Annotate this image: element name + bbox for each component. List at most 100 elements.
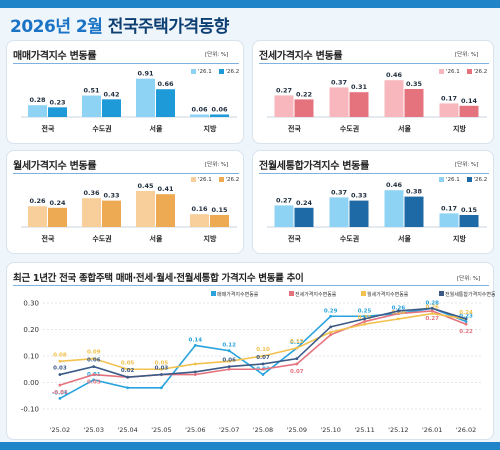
wolse-unit: [단위: %] xyxy=(205,162,229,168)
series-data-label: 0.06 xyxy=(87,358,101,364)
trend-title: 최근 1년간 전국 종합주택 매매·전세·월세·전월세통합 가격지수 변동률 추… xyxy=(13,273,304,284)
bar-jeonse-0-0 xyxy=(274,95,294,117)
bar-value-label: 0.46 xyxy=(386,71,403,79)
sale-unit: [단위: %] xyxy=(205,52,229,58)
sale-bar-chart: 0.28 0.23 전국 0.51 0.42 수도권 0.910.66 서울 0.06 0.06 지… xyxy=(21,70,237,133)
series-point xyxy=(261,362,265,366)
series-point xyxy=(92,373,96,376)
trend-divider xyxy=(13,285,489,286)
bar-wolse-0-1 xyxy=(82,198,101,227)
series-point xyxy=(58,383,62,387)
bar-value-label: 0.14 xyxy=(461,97,478,105)
series-point xyxy=(227,367,231,371)
bar-value-label: 0.06 xyxy=(211,105,228,113)
bar-category-label: 서울 xyxy=(398,234,411,243)
series-data-label: 0.09 xyxy=(87,350,101,356)
wolse-legend: '26.1 '26.2 xyxy=(191,177,239,183)
bar-value-label: 0.42 xyxy=(103,90,119,98)
bar-sale-0-0 xyxy=(28,105,47,117)
series-point xyxy=(464,320,468,323)
bar-integrated-1-0 xyxy=(294,207,314,227)
bar-value-label: 0.15 xyxy=(461,206,478,214)
bar-integrated-1-2 xyxy=(404,196,424,227)
series-data-label: 0.03 xyxy=(87,380,101,386)
legend-label: '26.1 xyxy=(198,69,212,75)
panel-jeonse: 전세가격지수 변동률 [단위: %] '26.1 '26.2 0.27 0.22 전… xyxy=(252,40,494,144)
bar-category-label: 서울 xyxy=(398,124,411,133)
series-data-label: 0.25 xyxy=(358,308,372,314)
legend-swatch-26-1 xyxy=(191,177,196,182)
series-data-label: 0.05 xyxy=(121,360,135,366)
top-accent-bar xyxy=(0,0,500,8)
bar-value-label: 0.28 xyxy=(29,96,46,104)
series-data-label: 0.03 xyxy=(155,366,169,372)
series-data-label: 0.13 xyxy=(290,339,304,345)
series-point xyxy=(193,362,197,366)
x-tick-label: '25.12 xyxy=(388,426,408,434)
x-tick-label: '26.02 xyxy=(456,426,476,434)
series-data-label: 0.14 xyxy=(189,337,203,343)
bar-value-label: 0.17 xyxy=(441,204,457,212)
series-point xyxy=(295,362,299,366)
wolse-divider xyxy=(13,173,239,174)
bar-integrated-1-3 xyxy=(459,215,479,227)
bar-value-label: 0.24 xyxy=(296,199,313,207)
series-point xyxy=(92,378,96,382)
series-point xyxy=(329,333,333,337)
x-tick-label: '25.02 xyxy=(50,426,70,434)
series-data-label: 0.12 xyxy=(222,343,236,349)
series-data-label: 0.13 xyxy=(290,340,304,346)
bar-sale-0-2 xyxy=(136,78,155,117)
series-data-label: 0.22 xyxy=(459,329,473,335)
series-line-0 xyxy=(59,307,467,400)
series-data-label: 0.24 xyxy=(459,310,473,316)
legend-swatch xyxy=(361,291,366,296)
bar-wolse-1-3 xyxy=(210,215,229,227)
bar-jeonse-1-1 xyxy=(349,92,369,117)
series-point xyxy=(295,346,299,350)
series-point xyxy=(464,317,468,321)
sale-legend: '26.1 '26.2 xyxy=(191,69,239,75)
series-point xyxy=(227,349,231,353)
sale-title: 매매가격지수 변동률 xyxy=(13,51,97,62)
bar-category-label: 서울 xyxy=(150,234,163,243)
legend-swatch-26-2 xyxy=(466,69,472,74)
legend-swatch-26-2 xyxy=(218,177,224,182)
legend-swatch-26-2 xyxy=(466,177,472,182)
title-year: 2026년 2월 xyxy=(10,17,103,37)
integrated-bar-chart: 0.27 0.24 전국 0.37 0.33 수도권 0.460.38 서울 0.17 0.15 지… xyxy=(267,181,487,243)
series-data-label: 0.02 xyxy=(121,368,135,374)
series-point xyxy=(329,314,333,318)
bar-sale-1-1 xyxy=(102,99,121,117)
series-data-label: 0.06 xyxy=(222,358,236,364)
series-data-label: -0.06 xyxy=(52,390,68,396)
x-tick-label: '25.03 xyxy=(84,426,104,434)
y-tick-label: 0.10 xyxy=(23,353,39,361)
jeonse-bar-chart: 0.27 0.22 전국 0.37 0.31 수도권 0.460.35 서울 0.17 0.14 지… xyxy=(267,71,487,133)
legend-swatch xyxy=(289,291,294,296)
bar-value-label: 0.31 xyxy=(351,83,368,91)
bar-wolse-0-3 xyxy=(190,214,209,227)
series-point xyxy=(126,375,130,379)
x-tick-label: '25.04 xyxy=(117,426,137,434)
series-point xyxy=(92,365,96,368)
bar-integrated-1-1 xyxy=(349,200,369,227)
bar-value-label: 0.41 xyxy=(157,185,174,193)
series-point xyxy=(193,370,197,374)
bar-sale-0-3 xyxy=(190,114,209,117)
bar-value-label: 0.33 xyxy=(351,192,367,200)
bar-integrated-0-0 xyxy=(274,205,294,227)
bar-wolse-0-2 xyxy=(136,191,155,227)
wolse-title: 월세가격지수 변동률 xyxy=(13,161,97,172)
series-point xyxy=(430,306,434,310)
series-point xyxy=(329,325,333,329)
legend-swatch xyxy=(211,291,216,296)
series-point xyxy=(261,373,265,376)
bar-jeonse-0-2 xyxy=(384,80,404,117)
panel-wolse: 월세가격지수 변동률 [단위: %] '26.1 '26.2 0.26 0.24 전… xyxy=(6,150,244,254)
bar-value-label: 0.35 xyxy=(406,80,423,88)
series-point xyxy=(193,373,197,376)
series-point xyxy=(160,386,163,390)
legend-swatch-26-2 xyxy=(218,69,224,74)
bar-value-label: 0.45 xyxy=(137,182,154,190)
